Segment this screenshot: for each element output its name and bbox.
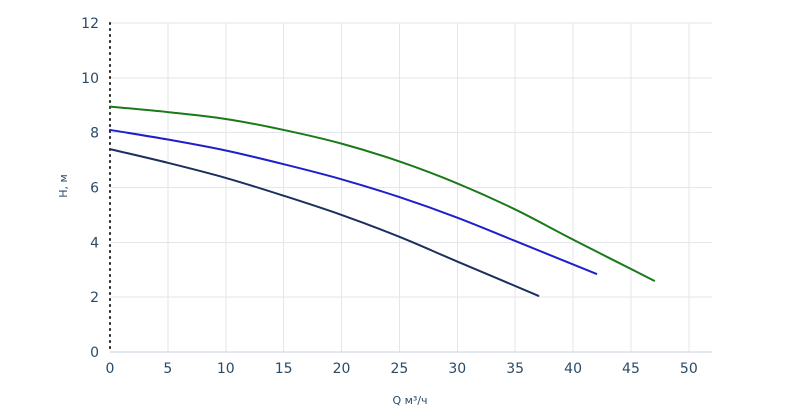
y-tick-label-5: 10: [81, 71, 99, 87]
x-tick-label-9: 45: [622, 361, 640, 377]
x-tick-label-6: 30: [448, 361, 466, 377]
y-tick-label-6: 12: [81, 16, 99, 32]
y-tick-label-2: 4: [90, 235, 99, 251]
series-line-3: [109, 148, 540, 297]
series-lines: [109, 105, 656, 297]
x-tick-label-5: 25: [391, 361, 409, 377]
x-tick-label-10: 50: [680, 361, 698, 377]
series-line-2: [109, 128, 598, 275]
y-tick-label-0: 0: [90, 345, 99, 361]
y-axis-title: H, м: [57, 174, 70, 198]
y-tick-label-3: 6: [90, 181, 99, 197]
x-tick-label-0: 0: [106, 361, 115, 377]
series-line-1: [109, 105, 656, 282]
x-tick-label-7: 35: [506, 361, 524, 377]
tick-labels: 0 5 10 15 20 25 30 35 40 45 50 0 2 4 6 8 10 12: [81, 16, 698, 377]
x-tick-label-8: 40: [564, 361, 582, 377]
y-tick-label-4: 8: [90, 126, 99, 142]
x-tick-label-4: 20: [333, 361, 351, 377]
grid: [110, 22, 712, 352]
y-tick-label-1: 2: [90, 290, 99, 306]
x-tick-label-1: 5: [163, 361, 172, 377]
x-tick-label-2: 10: [217, 361, 235, 377]
x-axis-title: Q м³/ч: [392, 394, 427, 407]
axes: [109, 22, 712, 353]
x-tick-label-3: 15: [275, 361, 293, 377]
